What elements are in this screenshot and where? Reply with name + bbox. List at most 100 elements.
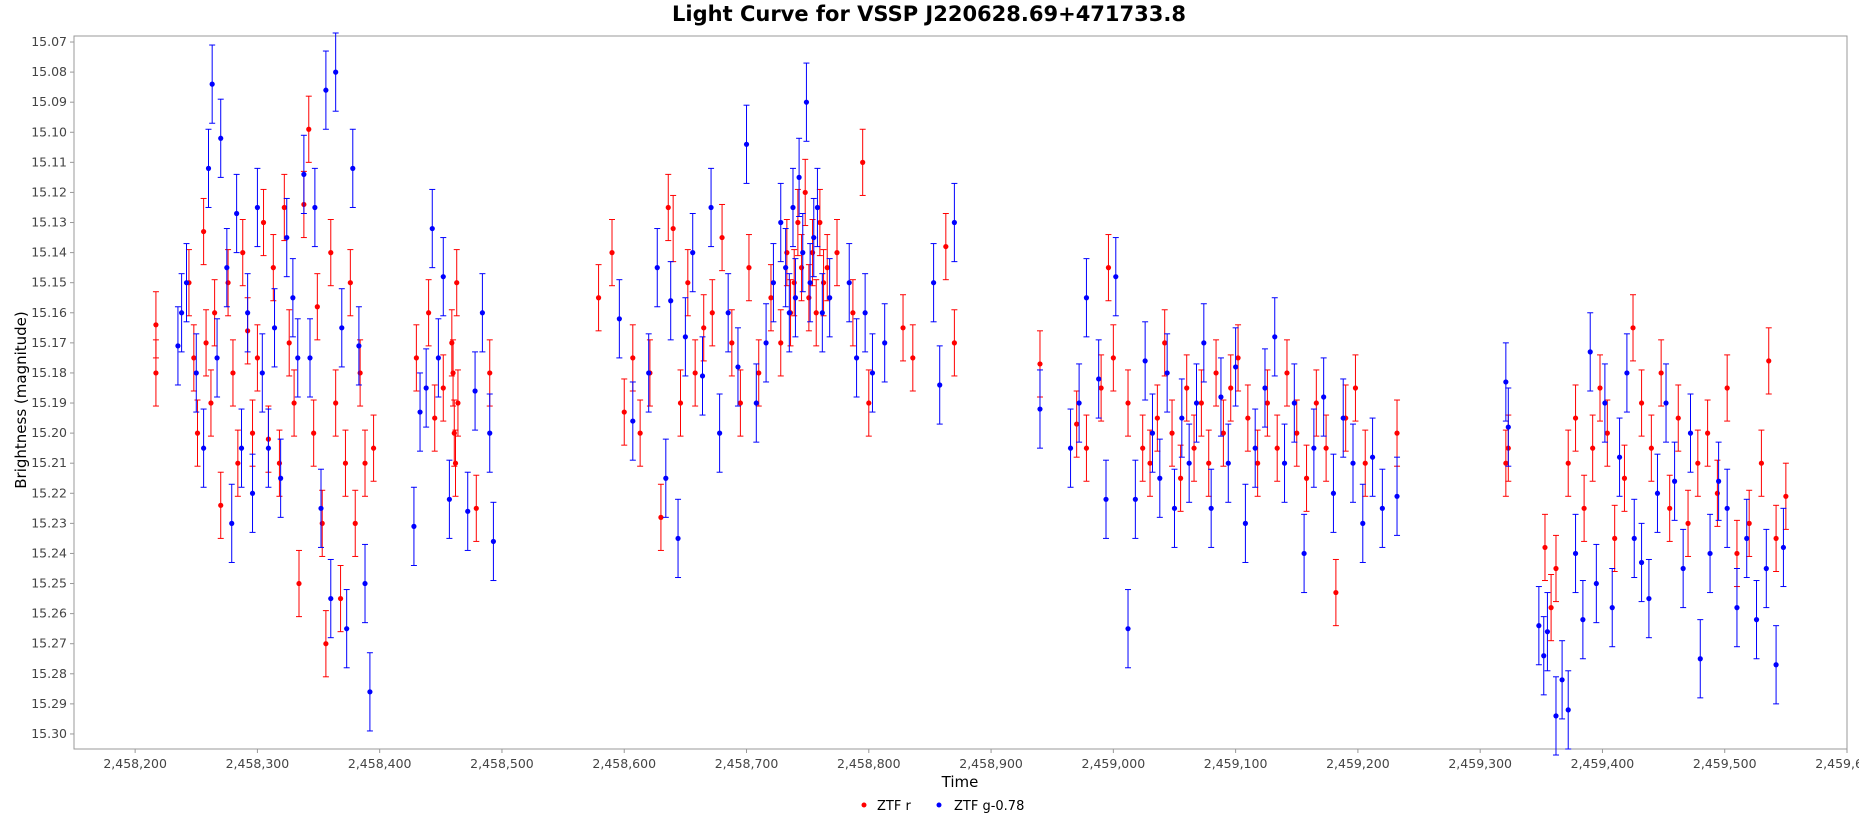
ztf-r-point [323, 641, 329, 647]
ztf-g-point [951, 219, 957, 226]
ztf-r-point [1198, 400, 1204, 406]
ztf-g-point [417, 409, 423, 415]
ztf-r-point [328, 250, 334, 256]
ztf-g-point [1536, 623, 1542, 629]
x-tick-label: 2,459,600 [1815, 756, 1859, 771]
ztf-g-point [616, 316, 622, 322]
ztf-g-point [1096, 376, 1102, 382]
ztf-r-point [1074, 421, 1080, 427]
ztf-r-point [473, 505, 479, 511]
ztf-r-point [1604, 430, 1610, 436]
ztf-r-point [860, 159, 866, 165]
ztf-r-point [1037, 361, 1043, 367]
ztf-r-point [240, 250, 246, 256]
ztf-g-point [271, 325, 278, 331]
ztf-r-point [824, 265, 830, 271]
ztf-g-point [193, 370, 199, 376]
y-axis: 15.07 15.08 15.09 15.10 15.11 15.12 15.13 15.14… [31, 34, 74, 741]
ztf-r-point [784, 250, 790, 256]
ztf-g-point [411, 523, 417, 529]
ztf-g-point [1654, 490, 1661, 496]
ztf-r-point [746, 265, 752, 271]
ztf-r-point [1284, 370, 1290, 376]
ztf-g-point [1171, 505, 1178, 511]
ztf-r-point [413, 355, 419, 361]
ztf-g-point [1149, 430, 1156, 436]
x-tick-label: 2,459,300 [1448, 756, 1512, 771]
ztf-r-point [1140, 445, 1146, 451]
ztf-g-point [446, 496, 452, 502]
ztf-r-point [208, 400, 214, 406]
y-tick-label: 15.28 [31, 666, 67, 681]
ztf-r-point [630, 355, 636, 361]
ztf-r-point [1245, 415, 1251, 421]
ztf-r-point [737, 400, 744, 406]
ztf-r-point [943, 243, 949, 250]
chart-title: Light Curve for VSSP J220628.69+471733.8 [672, 2, 1186, 26]
ztf-g-point [753, 400, 759, 406]
ztf-g-point [323, 87, 329, 93]
ztf-g-point [1609, 605, 1615, 611]
y-tick-label: 15.09 [31, 94, 67, 109]
ztf-g-point [682, 334, 688, 340]
ztf-r-point [910, 355, 916, 361]
ztf-g-point [1394, 493, 1400, 499]
ztf-r-point [291, 400, 297, 406]
ztf-g-point [1734, 605, 1740, 611]
y-tick-label: 15.07 [31, 34, 67, 49]
ztf-r-point [1206, 460, 1212, 466]
ztf-r-point [685, 280, 691, 286]
ztf-g-point [783, 265, 789, 271]
x-tick-label: 2,458,500 [470, 756, 534, 771]
ztf-r-point [1191, 445, 1197, 451]
ztf-g-point [807, 280, 813, 286]
ztf-r-point [203, 340, 209, 346]
ztf-g-point [1631, 535, 1637, 542]
ztf-r-point [806, 295, 812, 301]
ztf-r-point [1766, 358, 1772, 364]
ztf-g-point [800, 250, 806, 256]
y-tick-label: 15.19 [31, 395, 67, 410]
ztf-g-point [183, 280, 190, 286]
ztf-g-point [350, 165, 356, 171]
ztf-g-point [490, 538, 497, 545]
ztf-g-point [846, 280, 852, 286]
ztf-g-point [1164, 370, 1170, 376]
ztf-g-point [435, 355, 441, 361]
ztf-g-point [708, 204, 714, 211]
legend-label-ztf-g: ZTF g-0.78 [954, 799, 1024, 814]
ztf-g-point [1663, 400, 1669, 406]
y-tick-label: 15.11 [31, 154, 67, 169]
ztf-g-point [930, 280, 937, 286]
ztf-r-point [1783, 493, 1789, 499]
y-tick-label: 15.21 [31, 455, 67, 470]
ztf-r-point [153, 322, 159, 328]
ztf-g-point [1360, 520, 1366, 526]
x-tick-label: 2,458,800 [837, 756, 901, 771]
y-tick-label: 15.13 [31, 215, 67, 230]
ztf-r-point [1658, 370, 1664, 376]
ztf-r-point [1572, 415, 1579, 421]
ztf-r-point [850, 310, 856, 316]
ztf-g-point [265, 445, 272, 451]
ztf-g-point [1616, 454, 1623, 460]
ztf-r-point [778, 340, 784, 346]
ztf-r-point [319, 520, 325, 526]
ztf-g-point [827, 295, 833, 301]
y-tick-label: 15.20 [31, 425, 67, 440]
ztf-g-point [1330, 490, 1337, 496]
ztf-g-point [179, 310, 185, 316]
ztf-r-point [1098, 385, 1104, 391]
ztf-g-point [819, 310, 825, 316]
ztf-g-point [646, 370, 652, 376]
ztf-g-point [1587, 349, 1593, 355]
ztf-r-point [194, 430, 201, 436]
ztf-g-point [1773, 662, 1779, 668]
ztf-r-point [1213, 370, 1219, 376]
ztf-r-point [362, 460, 368, 466]
ztf-g-point [699, 373, 706, 379]
y-tick-label: 15.27 [31, 636, 67, 651]
ztf-r-point [1110, 355, 1116, 361]
ztf-g-point [1132, 496, 1138, 502]
ztf-r-point [218, 502, 224, 508]
